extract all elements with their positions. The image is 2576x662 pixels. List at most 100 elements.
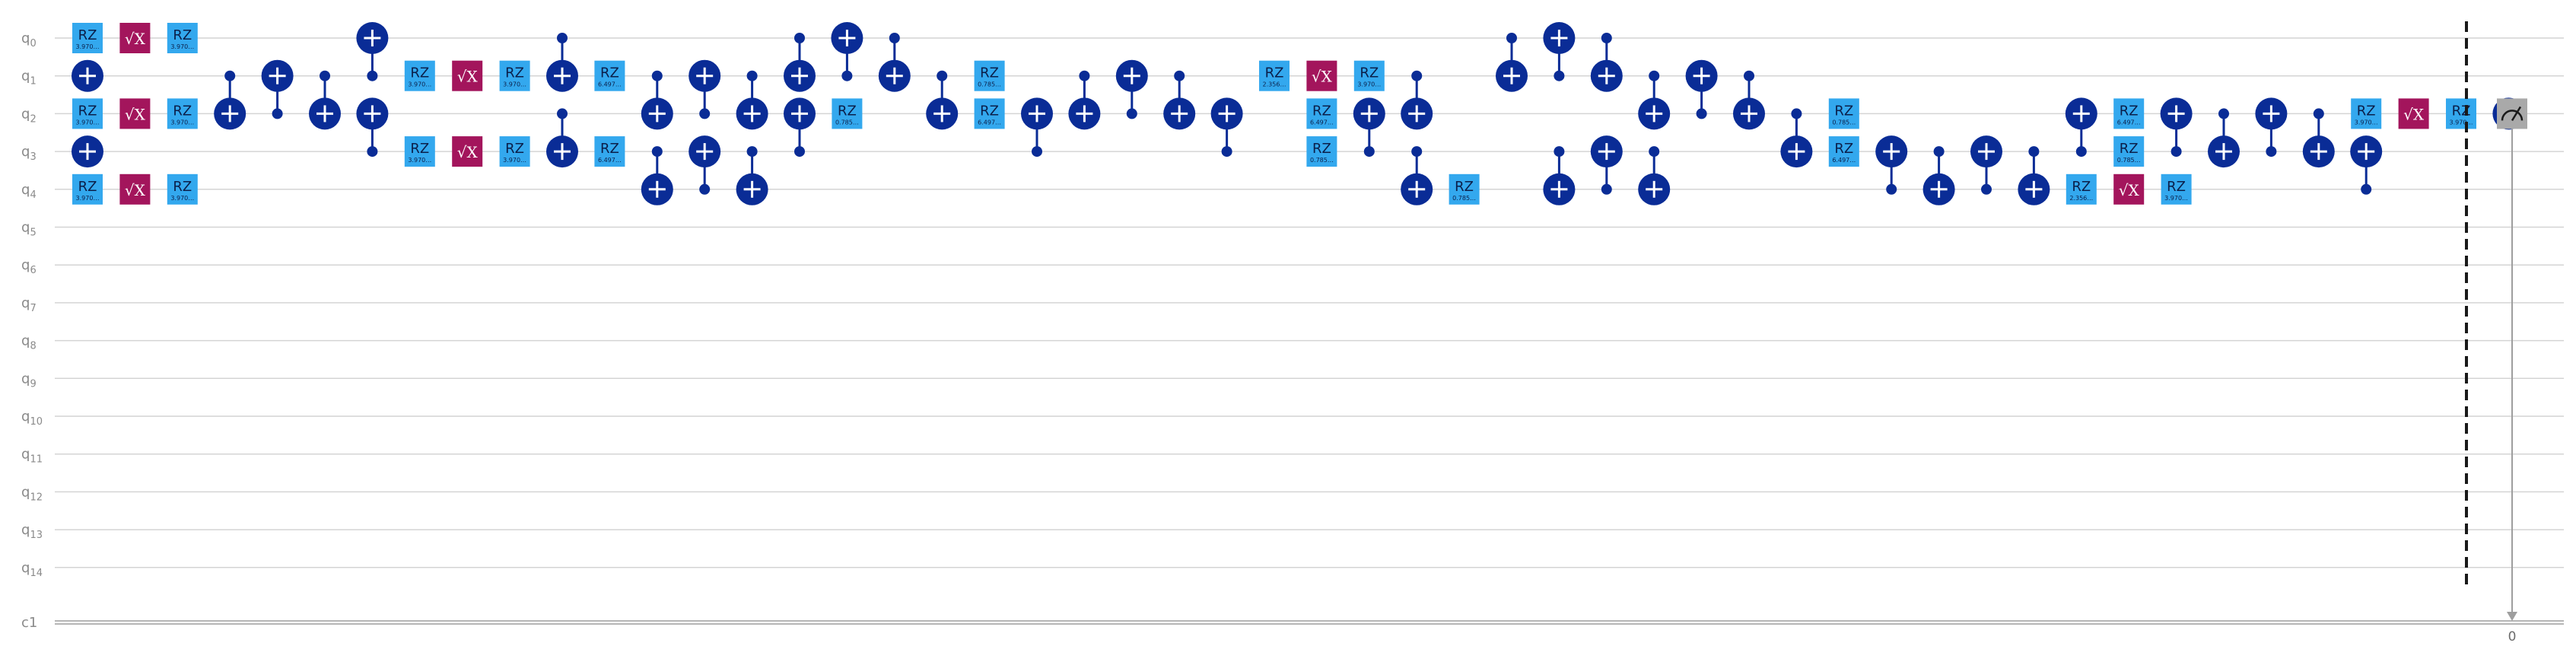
cx-control-dot	[1506, 33, 1517, 43]
rz-gate-param: 6.497…	[2117, 119, 2141, 126]
measurement-layer: 0	[2497, 98, 2527, 644]
sx-gate-box	[452, 60, 483, 91]
cx-gate	[1780, 108, 1813, 168]
rz-gate-param: 3.970…	[1357, 81, 1381, 88]
cx-control-dot	[1554, 70, 1565, 81]
rz-gate: RZ0.785…	[974, 60, 1005, 91]
rz-gate: RZ6.497…	[974, 98, 1005, 129]
cx-control-dot	[2218, 108, 2229, 119]
cx-control-dot	[746, 146, 758, 158]
rz-gate-param: 3.970…	[170, 119, 194, 126]
rz-gate-box	[2113, 136, 2145, 167]
qubit-label: q2	[21, 106, 37, 125]
rz-gate-label: RZ	[2120, 141, 2139, 157]
rz-gate-label: RZ	[1360, 65, 1379, 81]
rz-gate-label: RZ	[173, 103, 192, 119]
cx-gate	[689, 59, 721, 119]
rz-gate: RZ2.356…	[2066, 173, 2097, 205]
sx-gate-box	[2113, 173, 2145, 205]
rz-gate: RZ6.497…	[1828, 136, 1859, 167]
rz-gate-box	[1306, 136, 1337, 167]
rz-gate-box	[2066, 173, 2097, 205]
rz-gate-box	[72, 23, 103, 53]
cx-gate	[1970, 135, 2002, 195]
rz-gate-label: RZ	[410, 141, 429, 157]
rz-gate-param: 3.970…	[503, 157, 526, 164]
rz-gate-box	[974, 98, 1005, 129]
sx-gate: √X	[452, 136, 483, 167]
rz-gate-box	[72, 98, 103, 129]
rz-gate-box	[1828, 136, 1859, 167]
qubit-label: q10	[21, 409, 43, 428]
rz-gate-param: 3.970…	[408, 81, 431, 88]
cx-gate	[2350, 135, 2383, 195]
cx-control-dot	[889, 33, 900, 43]
rz-gate: RZ3.970…	[167, 23, 198, 53]
rz-gate-param: 3.970…	[170, 195, 194, 202]
qubit-label: q3	[21, 144, 37, 163]
cx-gate	[2208, 108, 2240, 168]
cx-gate	[1685, 59, 1718, 119]
cx-gate	[689, 135, 721, 195]
sx-gate-box	[119, 98, 151, 129]
cx-gate	[784, 33, 816, 92]
rz-gate-box	[72, 173, 103, 205]
qubit-label: q5	[21, 220, 37, 239]
rz-gate-box	[167, 173, 198, 205]
cx-gate	[2160, 97, 2193, 158]
rz-gate: RZ3.970…	[72, 173, 103, 205]
cx-gate	[2018, 146, 2050, 205]
rz-gate-box	[1353, 60, 1385, 91]
rz-gate-param: 0.785…	[1832, 119, 1856, 126]
qubit-label: q8	[21, 333, 37, 352]
rz-gate-label: RZ	[78, 179, 97, 195]
rz-gate-param: 0.785…	[1310, 157, 1334, 164]
cx-gate	[1115, 59, 1148, 119]
rz-gate: RZ3.970…	[1353, 60, 1385, 91]
classical-label: c1	[21, 615, 37, 631]
sx-gate-label: √X	[457, 143, 479, 161]
rz-gate-box	[1259, 60, 1290, 91]
rz-gate-label: RZ	[1312, 103, 1331, 119]
rz-gate-param: 3.970…	[2450, 119, 2473, 126]
rz-gate: RZ0.785…	[1306, 136, 1337, 167]
rz-gate-label: RZ	[173, 27, 192, 43]
cx-control-dot	[1126, 108, 1137, 119]
cx-control-dot	[2361, 183, 2372, 195]
sx-gate-box	[1306, 60, 1337, 91]
cx-control-dot	[794, 146, 805, 158]
rz-gate-label: RZ	[600, 65, 619, 81]
cx-control-dot	[1981, 183, 1992, 195]
rz-gate-param: 0.785…	[1452, 195, 1476, 202]
cx-gate	[1638, 146, 1671, 205]
rz-gate-param: 3.970…	[2355, 119, 2378, 126]
cx-control-dot	[557, 33, 568, 43]
measure-bit-label: 0	[2508, 629, 2517, 644]
wires-layer	[55, 37, 2564, 625]
cx-gate	[784, 97, 816, 158]
cx-control-dot	[1649, 146, 1660, 158]
cx-gate	[1543, 22, 1576, 81]
cx-gate	[2065, 97, 2097, 158]
cx-control-dot	[367, 146, 378, 158]
qubit-label: q9	[21, 371, 37, 390]
rz-gate-label: RZ	[78, 27, 97, 43]
cx-control-dot	[1933, 146, 1945, 158]
rz-gate: RZ6.497…	[2113, 98, 2145, 129]
cx-gate	[1021, 97, 1053, 158]
meter-icon	[2501, 110, 2524, 121]
cx-gate	[72, 59, 103, 92]
rz-gate-label: RZ	[2167, 179, 2186, 195]
cx-gate	[736, 70, 768, 130]
cx-gate	[1543, 146, 1576, 205]
rz-gate-label: RZ	[600, 141, 619, 157]
sx-gate-box	[2398, 98, 2429, 129]
cx-gate	[2302, 108, 2335, 168]
rz-gate-label: RZ	[1834, 103, 1853, 119]
measure-gate: 0	[2497, 98, 2527, 644]
qubit-label: q1	[21, 68, 37, 88]
rz-gate: RZ3.970…	[167, 173, 198, 205]
cx-control-dot	[1079, 70, 1090, 81]
rz-gate-param: 6.497…	[598, 157, 622, 164]
cx-control-dot	[1744, 70, 1754, 81]
